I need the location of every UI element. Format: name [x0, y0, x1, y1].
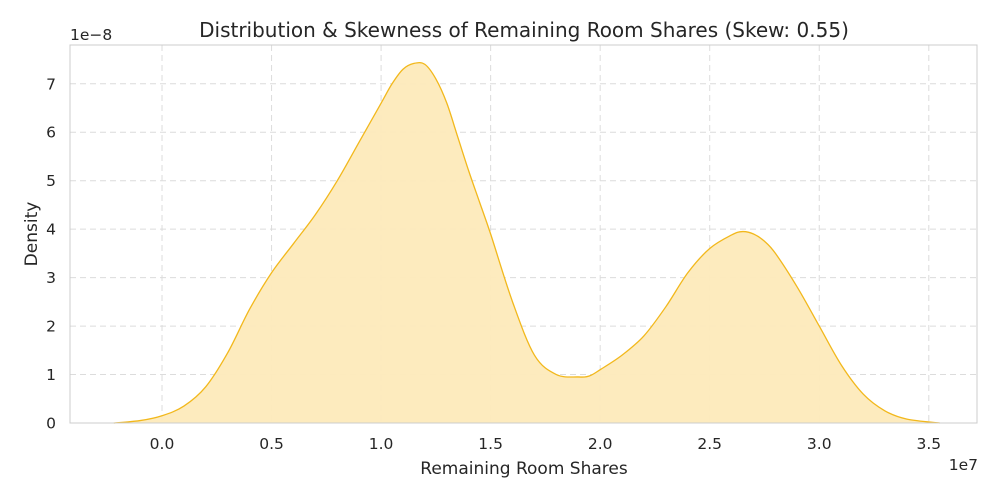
x-tick-label: 1.0: [369, 435, 394, 453]
y-tick-label: 3: [46, 269, 56, 287]
y-axis-label: Density: [22, 202, 42, 267]
x-tick-label: 0.0: [150, 435, 175, 453]
chart-title: Distribution & Skewness of Remaining Roo…: [199, 18, 849, 42]
plot-area: [113, 61, 940, 424]
x-tick-label: 0.5: [259, 435, 284, 453]
y-tick-label: 1: [46, 366, 56, 384]
density-line: [113, 61, 940, 424]
x-axis-multiplier: 1e7: [949, 456, 978, 474]
x-tick-label: 2.5: [697, 435, 722, 453]
x-axis-label: Remaining Room Shares: [420, 459, 628, 479]
x-tick-label: 3.0: [807, 435, 832, 453]
y-tick-label: 6: [46, 124, 56, 142]
plot-frame: [69, 44, 978, 424]
x-tick-label: 1.5: [478, 435, 503, 453]
y-tick-label: 7: [46, 75, 56, 93]
tick-labels: 0.0 0.5 1.0 1.5 2.0 2.5 3.0 3.5 0 1 2 3 4 5 6 7: [46, 75, 941, 453]
y-tick-label: 0: [46, 415, 56, 433]
density-area: [113, 62, 940, 424]
y-tick-label: 4: [46, 221, 56, 239]
x-tick-label: 3.5: [916, 435, 941, 453]
y-axis-multiplier: 1e−8: [70, 26, 112, 44]
y-tick-label: 2: [46, 318, 56, 336]
x-tick-label: 2.0: [588, 435, 613, 453]
y-tick-label: 5: [46, 172, 56, 190]
